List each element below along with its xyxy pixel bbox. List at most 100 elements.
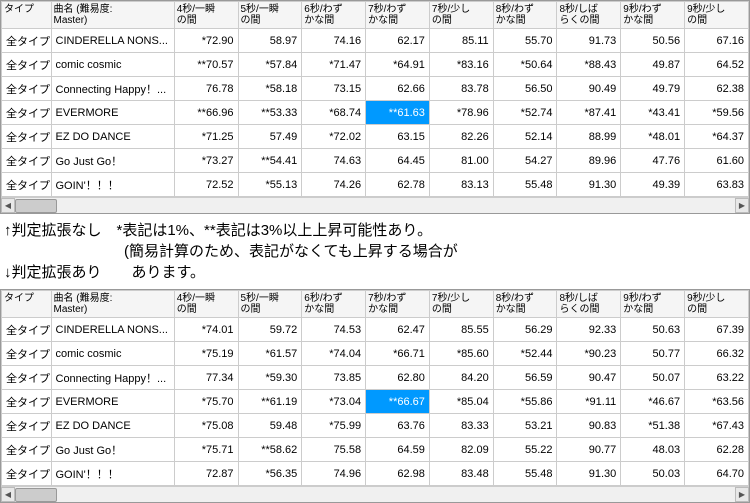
- col-header[interactable]: 7秒/わずかな間: [366, 291, 430, 318]
- song-cell[interactable]: CINDERELLA NONS...: [51, 29, 174, 53]
- song-cell[interactable]: comic cosmic: [51, 53, 174, 77]
- type-cell[interactable]: 全タイプ: [2, 101, 52, 125]
- type-cell[interactable]: 全タイプ: [2, 149, 52, 173]
- value-cell[interactable]: 81.00: [429, 149, 493, 173]
- value-cell[interactable]: 55.48: [493, 173, 557, 197]
- value-cell[interactable]: *75.19: [174, 342, 238, 366]
- value-cell[interactable]: 73.15: [302, 77, 366, 101]
- value-cell[interactable]: *64.91: [366, 53, 430, 77]
- song-cell[interactable]: Go Just Go！: [51, 149, 174, 173]
- value-cell[interactable]: **58.62: [238, 438, 302, 462]
- value-cell[interactable]: 64.59: [366, 438, 430, 462]
- type-cell[interactable]: 全タイプ: [2, 318, 52, 342]
- song-cell[interactable]: Connecting Happy！...: [51, 366, 174, 390]
- col-header[interactable]: 7秒/少しの間: [429, 291, 493, 318]
- value-cell[interactable]: *55.86: [493, 390, 557, 414]
- value-cell[interactable]: *64.37: [685, 125, 749, 149]
- value-cell[interactable]: 89.96: [557, 149, 621, 173]
- col-header[interactable]: 9秒/少しの間: [685, 291, 749, 318]
- value-cell[interactable]: **53.33: [238, 101, 302, 125]
- value-cell[interactable]: 74.96: [302, 462, 366, 486]
- value-cell[interactable]: *74.04: [302, 342, 366, 366]
- col-header[interactable]: 5秒/一瞬の間: [238, 2, 302, 29]
- value-cell[interactable]: 61.60: [685, 149, 749, 173]
- col-header[interactable]: 4秒/一瞬の間: [174, 2, 238, 29]
- value-cell[interactable]: 63.76: [366, 414, 430, 438]
- value-cell[interactable]: 83.48: [429, 462, 493, 486]
- value-cell[interactable]: **70.57: [174, 53, 238, 77]
- value-cell[interactable]: 83.33: [429, 414, 493, 438]
- h-scrollbar[interactable]: ◀▶: [1, 197, 749, 213]
- value-cell[interactable]: 62.78: [366, 173, 430, 197]
- song-cell[interactable]: GOIN'！！！: [51, 462, 174, 486]
- value-cell[interactable]: 50.03: [621, 462, 685, 486]
- value-cell[interactable]: 72.52: [174, 173, 238, 197]
- type-cell[interactable]: 全タイプ: [2, 438, 52, 462]
- value-cell[interactable]: *75.08: [174, 414, 238, 438]
- value-cell[interactable]: *55.13: [238, 173, 302, 197]
- value-cell[interactable]: 74.63: [302, 149, 366, 173]
- value-cell[interactable]: 83.78: [429, 77, 493, 101]
- type-cell[interactable]: 全タイプ: [2, 390, 52, 414]
- value-cell[interactable]: *87.41: [557, 101, 621, 125]
- value-cell[interactable]: 76.78: [174, 77, 238, 101]
- value-cell[interactable]: 50.63: [621, 318, 685, 342]
- value-cell[interactable]: *83.16: [429, 53, 493, 77]
- value-cell[interactable]: 62.17: [366, 29, 430, 53]
- type-cell[interactable]: 全タイプ: [2, 77, 52, 101]
- col-header[interactable]: 9秒/わずかな間: [621, 291, 685, 318]
- col-header[interactable]: 8秒/わずかな間: [493, 2, 557, 29]
- value-cell[interactable]: *85.04: [429, 390, 493, 414]
- value-cell[interactable]: 88.99: [557, 125, 621, 149]
- value-cell[interactable]: 49.79: [621, 77, 685, 101]
- type-cell[interactable]: 全タイプ: [2, 366, 52, 390]
- scroll-right-icon[interactable]: ▶: [735, 198, 749, 213]
- value-cell[interactable]: 77.34: [174, 366, 238, 390]
- scroll-left-icon[interactable]: ◀: [1, 198, 15, 213]
- value-cell[interactable]: 55.48: [493, 462, 557, 486]
- value-cell[interactable]: *88.43: [557, 53, 621, 77]
- value-cell[interactable]: *66.71: [366, 342, 430, 366]
- value-cell[interactable]: 91.30: [557, 462, 621, 486]
- value-cell[interactable]: *74.01: [174, 318, 238, 342]
- value-cell[interactable]: 62.47: [366, 318, 430, 342]
- song-cell[interactable]: Go Just Go！: [51, 438, 174, 462]
- value-cell[interactable]: 50.77: [621, 342, 685, 366]
- value-cell[interactable]: 63.15: [366, 125, 430, 149]
- value-cell[interactable]: 84.20: [429, 366, 493, 390]
- col-header[interactable]: 7秒/わずかな間: [366, 2, 430, 29]
- value-cell[interactable]: 67.39: [685, 318, 749, 342]
- value-cell[interactable]: 59.72: [238, 318, 302, 342]
- song-cell[interactable]: EZ DO DANCE: [51, 125, 174, 149]
- value-cell[interactable]: 58.97: [238, 29, 302, 53]
- song-cell[interactable]: GOIN'！！！: [51, 173, 174, 197]
- value-cell[interactable]: *59.56: [685, 101, 749, 125]
- value-cell[interactable]: *72.02: [302, 125, 366, 149]
- song-cell[interactable]: EZ DO DANCE: [51, 414, 174, 438]
- value-cell[interactable]: *72.90: [174, 29, 238, 53]
- col-header[interactable]: タイプ: [2, 291, 52, 318]
- value-cell[interactable]: 48.03: [621, 438, 685, 462]
- value-cell[interactable]: 91.73: [557, 29, 621, 53]
- col-header[interactable]: 8秒/しばらくの間: [557, 2, 621, 29]
- song-cell[interactable]: comic cosmic: [51, 342, 174, 366]
- value-cell[interactable]: **54.41: [238, 149, 302, 173]
- value-cell[interactable]: *58.18: [238, 77, 302, 101]
- value-cell[interactable]: 82.09: [429, 438, 493, 462]
- type-cell[interactable]: 全タイプ: [2, 29, 52, 53]
- value-cell[interactable]: 90.49: [557, 77, 621, 101]
- value-cell[interactable]: *68.74: [302, 101, 366, 125]
- value-cell[interactable]: 75.58: [302, 438, 366, 462]
- value-cell[interactable]: *63.56: [685, 390, 749, 414]
- value-cell[interactable]: *57.84: [238, 53, 302, 77]
- value-cell[interactable]: 62.28: [685, 438, 749, 462]
- col-header[interactable]: 5秒/一瞬の間: [238, 291, 302, 318]
- value-cell[interactable]: *73.04: [302, 390, 366, 414]
- value-cell[interactable]: 53.21: [493, 414, 557, 438]
- value-cell[interactable]: 47.76: [621, 149, 685, 173]
- col-header[interactable]: 9秒/少しの間: [685, 2, 749, 29]
- value-cell[interactable]: 50.07: [621, 366, 685, 390]
- col-header[interactable]: 6秒/わずかな間: [302, 2, 366, 29]
- value-cell[interactable]: 74.16: [302, 29, 366, 53]
- value-cell[interactable]: 59.48: [238, 414, 302, 438]
